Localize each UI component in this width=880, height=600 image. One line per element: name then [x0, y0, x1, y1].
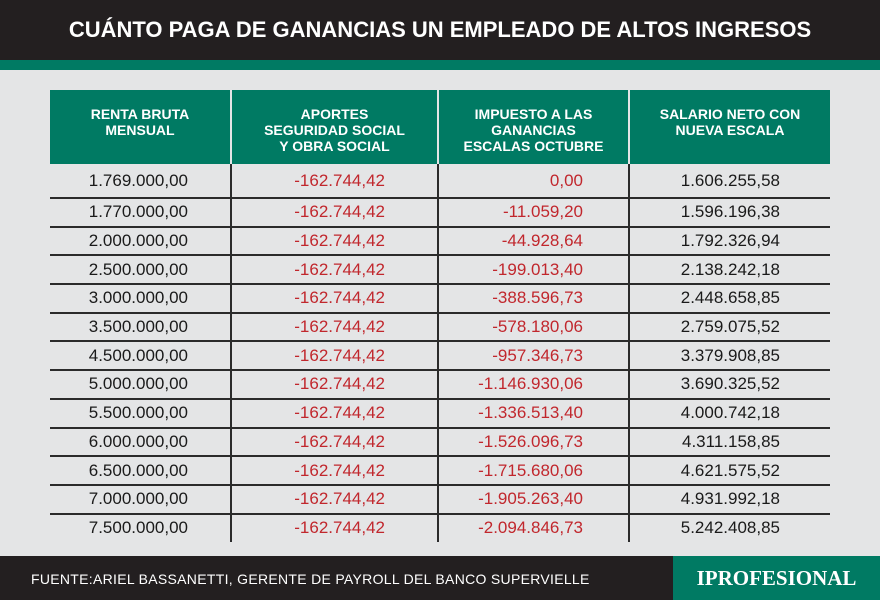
cell-salario-neto: 2.448.658,85	[628, 284, 830, 314]
cell-impuesto: -44.928,64	[437, 226, 629, 257]
table-row: 5.500.000,00 -162.744,42 -1.336.513,40 4.00…	[50, 398, 830, 429]
cell-salario-neto: 2.138.242,18	[628, 255, 830, 286]
cell-salario-neto: 3.690.325,52	[628, 370, 830, 400]
brand-logo: IPROFESIONAL	[673, 556, 880, 600]
cell-impuesto: -1.146.930,06	[437, 370, 629, 400]
cell-salario-neto: 4.311.158,85	[628, 427, 830, 458]
cell-aportes: -162.744,42	[230, 284, 438, 314]
table-body: 1.769.000,00 -162.744,42 0,00 1.606.255,58 1…	[50, 164, 830, 543]
cell-salario-neto: 4.621.575,52	[628, 456, 830, 486]
accent-divider	[0, 60, 880, 70]
page-title: CUÁNTO PAGA DE GANANCIAS UN EMPLEADO DE …	[68, 17, 812, 42]
cell-aportes: -162.744,42	[230, 255, 438, 286]
table-row: 2.500.000,00 -162.744,42 -199.013,40 2.138.…	[50, 255, 830, 286]
cell-aportes: -162.744,42	[230, 226, 438, 257]
header-aportes: APORTES SEGURIDAD SOCIAL Y OBRA SOCIAL	[230, 90, 438, 164]
cell-impuesto: -2.094.846,73	[437, 513, 629, 543]
table-row: 6.000.000,00 -162.744,42 -1.526.096,73 4.31…	[50, 427, 830, 458]
table-row: 3.000.000,00 -162.744,42 -388.596,73 2.448.…	[50, 284, 830, 314]
cell-renta-bruta: 2.500.000,00	[50, 255, 231, 286]
title-bar: CUÁNTO PAGA DE GANANCIAS UN EMPLEADO DE …	[0, 0, 880, 60]
cell-aportes: -162.744,42	[230, 312, 438, 343]
cell-aportes: -162.744,42	[230, 398, 438, 429]
header-impuesto-ganancias: IMPUESTO A LAS GANANCIAS ESCALAS OCTUBRE	[437, 90, 629, 164]
table-row: 4.500.000,00 -162.744,42 -957.346,73 3.379.…	[50, 341, 830, 372]
cell-aportes: -162.744,42	[230, 341, 438, 372]
cell-aportes: -162.744,42	[230, 164, 438, 199]
cell-salario-neto: 4.931.992,18	[628, 484, 830, 515]
cell-salario-neto: 1.606.255,58	[628, 164, 830, 199]
cell-impuesto: -11.059,20	[437, 198, 629, 228]
header-renta-bruta: RENTA BRUTA MENSUAL	[50, 90, 231, 164]
cell-renta-bruta: 7.000.000,00	[50, 484, 231, 515]
cell-impuesto: -578.180,06	[437, 312, 629, 343]
cell-aportes: -162.744,42	[230, 370, 438, 400]
table-row: 1.769.000,00 -162.744,42 0,00 1.606.255,58	[50, 164, 830, 199]
cell-aportes: -162.744,42	[230, 484, 438, 515]
cell-impuesto: -199.013,40	[437, 255, 629, 286]
header-salario-neto: SALARIO NETO CON NUEVA ESCALA	[628, 90, 830, 164]
cell-salario-neto: 1.792.326,94	[628, 226, 830, 257]
cell-renta-bruta: 2.000.000,00	[50, 226, 231, 257]
cell-impuesto: 0,00	[437, 164, 629, 199]
table-row: 7.500.000,00 -162.744,42 -2.094.846,73 5.24…	[50, 513, 830, 543]
cell-salario-neto: 1.596.196,38	[628, 198, 830, 228]
cell-renta-bruta: 4.500.000,00	[50, 341, 231, 372]
cell-impuesto: -388.596,73	[437, 284, 629, 314]
table-row: 6.500.000,00 -162.744,42 -1.715.680,06 4.62…	[50, 456, 830, 486]
cell-renta-bruta: 6.000.000,00	[50, 427, 231, 458]
cell-salario-neto: 2.759.075,52	[628, 312, 830, 343]
table-row: 2.000.000,00 -162.744,42 -44.928,64 1.792.3…	[50, 226, 830, 257]
cell-renta-bruta: 5.000.000,00	[50, 370, 231, 400]
cell-renta-bruta: 3.000.000,00	[50, 284, 231, 314]
income-tax-table: RENTA BRUTA MENSUAL APORTES SEGURIDAD SO…	[50, 90, 830, 543]
cell-salario-neto: 5.242.408,85	[628, 513, 830, 543]
table-row: 7.000.000,00 -162.744,42 -1.905.263,40 4.93…	[50, 484, 830, 515]
cell-salario-neto: 3.379.908,85	[628, 341, 830, 372]
cell-renta-bruta: 7.500.000,00	[88, 518, 188, 538]
table-row: 5.000.000,00 -162.744,42 -1.146.930,06 3.69…	[50, 370, 830, 400]
cell-aportes: -162.744,42	[230, 427, 438, 458]
cell-impuesto: -1.715.680,06	[437, 456, 629, 486]
cell-aportes: -162.744,42	[230, 513, 438, 543]
cell-renta-bruta: 1.770.000,00	[50, 198, 231, 228]
cell-impuesto: -1.905.263,40	[437, 484, 629, 515]
cell-renta-bruta: 6.500.000,00	[50, 456, 231, 486]
cell-impuesto: -957.346,73	[437, 341, 629, 372]
cell-renta-bruta: 3.500.000,00	[50, 312, 231, 343]
table-row: 3.500.000,00 -162.744,42 -578.180,06 2.759.…	[50, 312, 830, 343]
cell-impuesto: -1.526.096,73	[437, 427, 629, 458]
cell-aportes: -162.744,42	[230, 198, 438, 228]
cell-aportes: -162.744,42	[230, 456, 438, 486]
table-header-row: RENTA BRUTA MENSUAL APORTES SEGURIDAD SO…	[50, 90, 830, 164]
footer: FUENTE:ARIEL BASSANETTI, GERENTE DE PAYR…	[0, 556, 880, 600]
cell-impuesto: -1.336.513,40	[437, 398, 629, 429]
table-row: 1.770.000,00 -162.744,42 -11.059,20 1.596.1…	[50, 198, 830, 228]
source-credit: FUENTE:ARIEL BASSANETTI, GERENTE DE PAYR…	[31, 571, 590, 587]
cell-renta-bruta: 1.769.000,00	[50, 164, 231, 199]
cell-renta-bruta: 5.500.000,00	[50, 398, 231, 429]
cell-salario-neto: 4.000.742,18	[628, 398, 830, 429]
